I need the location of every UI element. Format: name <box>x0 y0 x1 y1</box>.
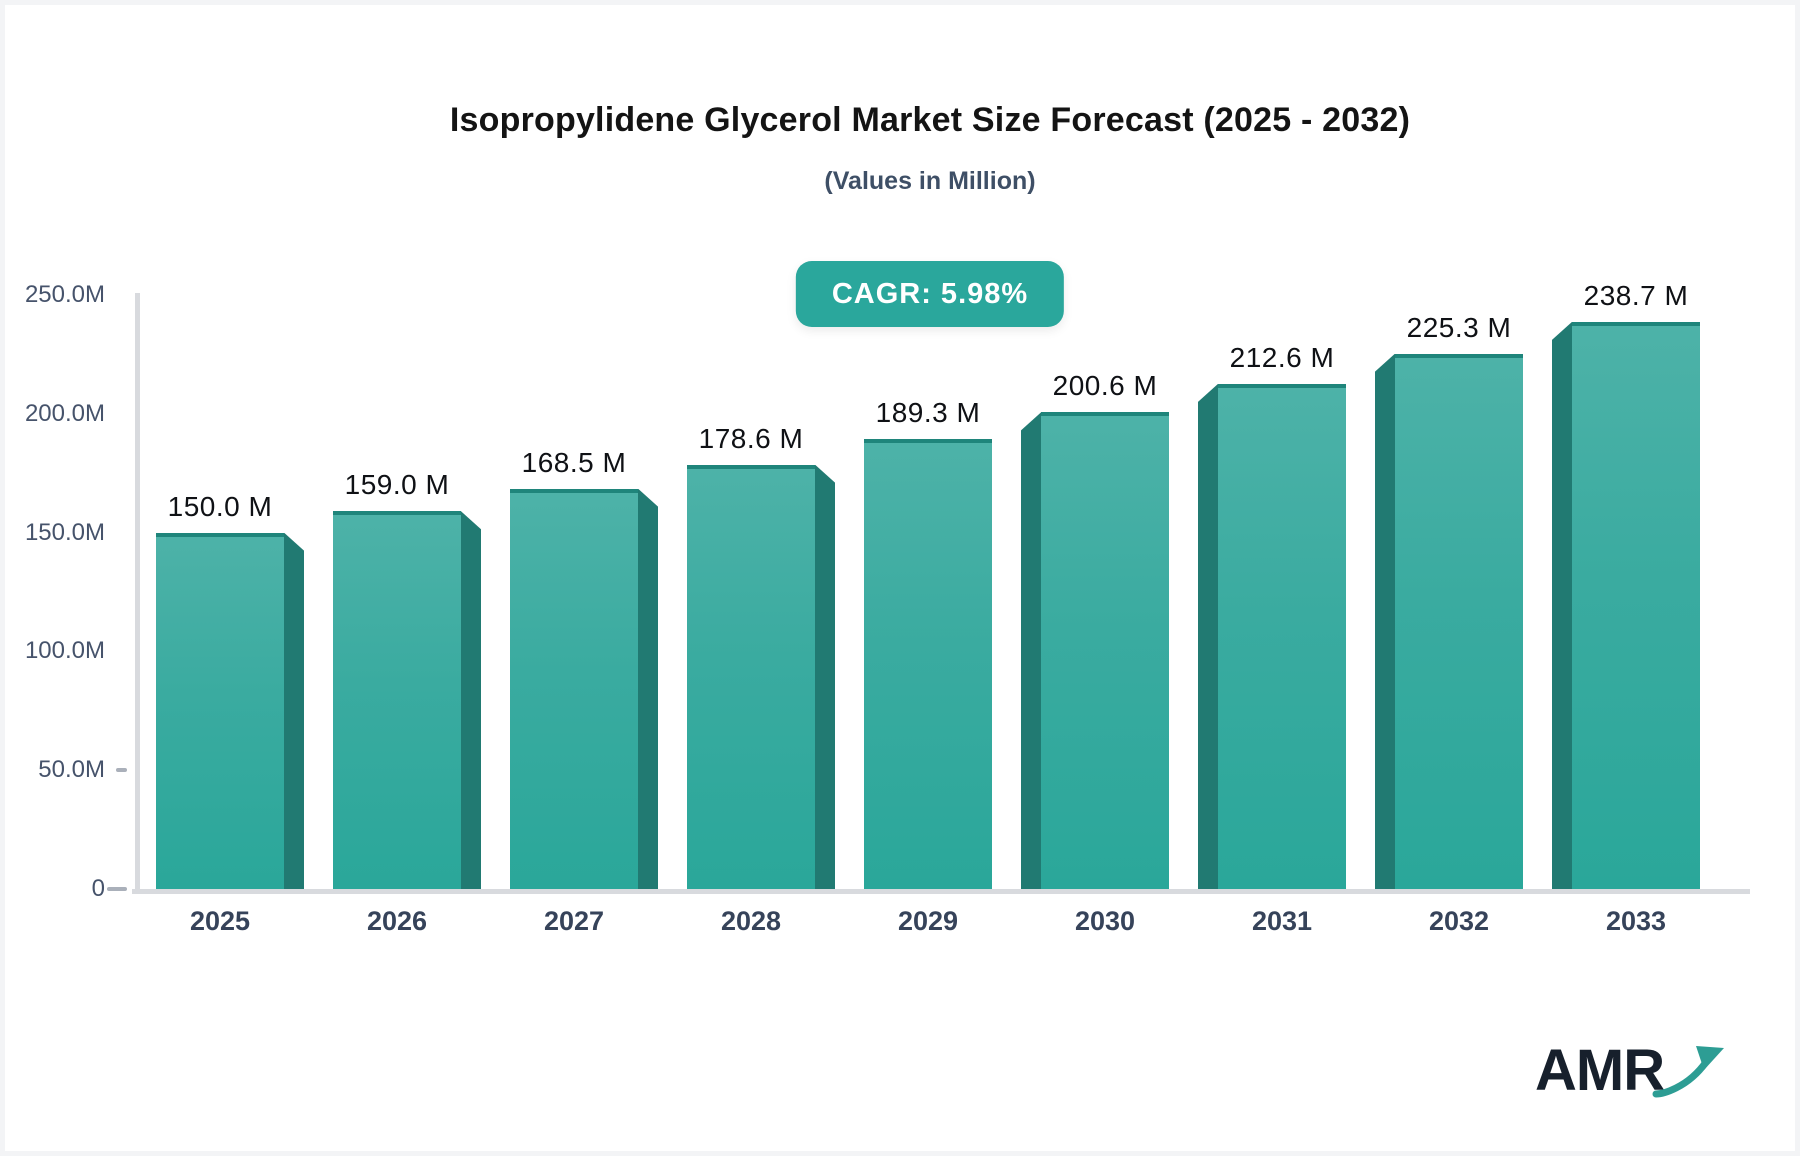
chart-title: Isopropylidene Glycerol Market Size Fore… <box>449 101 1411 139</box>
bar-side-face <box>461 511 481 889</box>
bar-value-label: 225.3 M <box>1406 311 1512 343</box>
x-tick-label: 2026 <box>366 906 428 936</box>
bar-2030 <box>1041 412 1169 889</box>
y-tick-label: 200.0M <box>24 399 105 427</box>
bar-2031 <box>1218 383 1346 889</box>
x-tick-label: 2030 <box>1074 906 1136 936</box>
x-tick-label: 2031 <box>1251 906 1313 936</box>
bar-2026 <box>333 511 461 889</box>
bar-value-label: 212.6 M <box>1229 341 1335 373</box>
chart-subtitle: (Values in Million) <box>824 167 1036 195</box>
cagr-badge: CAGR: 5.98% <box>795 261 1065 327</box>
x-tick-label: 2025 <box>189 906 251 936</box>
y-tick-label: 250.0M <box>24 281 105 308</box>
bar-value-label: 238.7 M <box>1583 279 1689 311</box>
bar-side-face <box>1552 321 1572 889</box>
bar-2028 <box>687 464 815 889</box>
bar-2027 <box>510 488 638 889</box>
x-tick-label: 2033 <box>1605 906 1667 936</box>
y-tick-label: 100.0M <box>24 637 105 665</box>
bar-2033 <box>1572 321 1700 889</box>
y-tick-mark <box>107 887 127 891</box>
bar-value-label: 168.5 M <box>521 446 627 478</box>
bar-value-label: 200.6 M <box>1052 370 1158 402</box>
growth-arrow-icon <box>1652 1046 1725 1098</box>
x-tick-label: 2032 <box>1428 906 1490 936</box>
bar-side-face <box>638 488 658 889</box>
x-tick-label: 2027 <box>543 906 605 936</box>
amr-logo: AMR <box>1535 1041 1728 1101</box>
bar-value-label: 189.3 M <box>875 397 981 429</box>
bar-2029 <box>864 439 992 889</box>
y-tick-label: 150.0M <box>24 518 105 546</box>
bar-side-face <box>1198 383 1218 889</box>
bar-side-face <box>284 532 304 889</box>
y-tick-mark <box>116 768 127 773</box>
bar-value-label: 178.6 M <box>698 422 804 454</box>
x-tick-label: 2029 <box>897 906 959 936</box>
bar-value-label: 159.0 M <box>344 469 450 501</box>
bar-side-face <box>1375 353 1395 889</box>
x-tick-label: 2028 <box>720 906 782 936</box>
bar-2025 <box>156 532 284 889</box>
bar-side-face <box>815 464 835 889</box>
x-axis-line <box>132 889 1750 894</box>
y-tick-label: 0 <box>91 875 105 902</box>
bar-side-face <box>1021 412 1041 889</box>
y-tick-label: 50.0M <box>38 756 105 784</box>
logo-text: AMR <box>1535 1038 1665 1103</box>
bar-2032 <box>1395 353 1523 889</box>
y-axis-line <box>135 293 140 891</box>
bar-value-label: 150.0 M <box>167 490 273 522</box>
